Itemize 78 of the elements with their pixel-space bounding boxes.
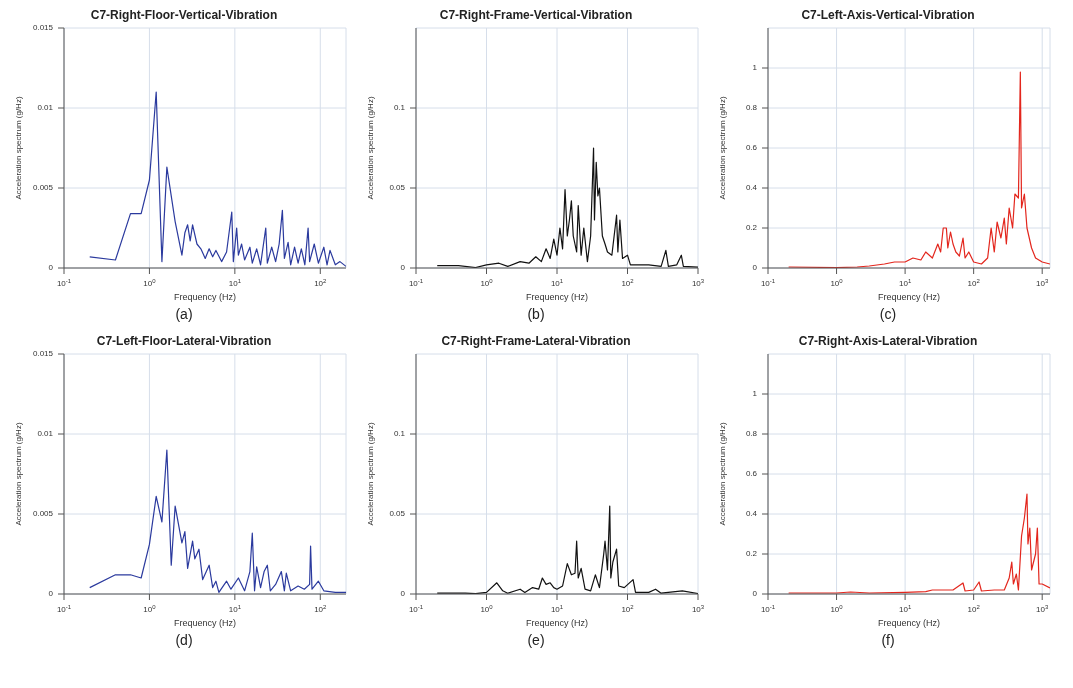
y-tick-label: 0.01 [37, 103, 54, 113]
y-tick-label: 0 [752, 589, 758, 599]
x-axis-title: Frequency (Hz) [877, 618, 941, 628]
y-tick-label: 1 [752, 63, 758, 73]
x-tick-label: 10$^{0}$ [143, 277, 157, 289]
y-tick-label: 0.4 [745, 509, 758, 519]
x-tick-label: 10$^{0}$ [480, 277, 494, 289]
chart-title: C7-Right-Frame-Lateral-Vibration [440, 334, 632, 350]
x-tick-label: 10$^{3}$ [691, 277, 705, 289]
x-tick-label: 10$^{3}$ [1036, 277, 1049, 289]
y-tick-label: 0.1 [393, 429, 406, 439]
y-tick-label: 0.2 [745, 549, 758, 559]
y-tick-label: 0.05 [389, 509, 406, 519]
text: (b) [526, 306, 546, 324]
x-tick-label: 10$^{0}$ [480, 603, 494, 615]
x-tick-label: 10$^{-1}$ [408, 603, 424, 615]
x-tick-label: 10$^{1}$ [550, 603, 564, 615]
x-tick-label: 10$^{1}$ [898, 603, 912, 615]
x-tick-label: 10$^{1}$ [228, 277, 242, 289]
y-tick-label: 0.01 [37, 429, 54, 439]
y-tick-label: 0.005 [32, 509, 54, 519]
y-tick-label: 0.6 [745, 143, 758, 153]
x-axis-title: Frequency (Hz) [525, 618, 589, 628]
y-tick-label: 0 [400, 263, 406, 273]
y-tick-label: 0.005 [32, 183, 54, 193]
y-tick-label: 0.4 [745, 183, 758, 193]
y-tick-label: 0.015 [32, 23, 54, 33]
x-tick-label: 10$^{1}$ [898, 277, 912, 289]
chart-title: C7-Left-Axis-Vertical-Vibration [800, 8, 976, 24]
x-tick-label: 10$^{0}$ [830, 603, 844, 615]
x-tick-label: 10$^{-1}$ [56, 603, 72, 615]
chart-title: C7-Right-Axis-Lateral-Vibration [797, 334, 979, 350]
chart-title: C7-Left-Floor-Lateral-Vibration [95, 334, 273, 350]
text: (c) [878, 306, 898, 324]
x-tick-label: 10$^{1}$ [228, 603, 242, 615]
x-tick-label: 10$^{2}$ [967, 603, 981, 615]
y-tick-label: 0 [400, 589, 406, 599]
x-tick-label: 10$^{2}$ [967, 277, 981, 289]
x-tick-label: 10$^{0}$ [143, 603, 157, 615]
x-tick-label: 10$^{2}$ [621, 603, 635, 615]
x-axis-title: Frequency (Hz) [173, 292, 237, 302]
x-tick-label: 10$^{-1}$ [408, 277, 424, 289]
x-tick-label: 10$^{0}$ [830, 277, 844, 289]
x-tick-label: 10$^{-1}$ [56, 277, 72, 289]
y-tick-label: 0.2 [745, 223, 758, 233]
x-axis-title: Frequency (Hz) [525, 292, 589, 302]
text: (f) [880, 632, 896, 650]
y-axis-title: Acceleration spectrum (g/Hz) [13, 96, 23, 200]
x-tick-label: 10$^{1}$ [550, 277, 564, 289]
x-tick-label: 10$^{-1}$ [760, 277, 776, 289]
chart-title: C7-Right-Frame-Vertical-Vibration [438, 8, 634, 24]
y-axis-title: Acceleration spectrum (g/Hz) [717, 96, 727, 200]
y-axis-title: Acceleration spectrum (g/Hz) [13, 422, 23, 526]
y-tick-label: 0.6 [745, 469, 758, 479]
y-axis-title: Acceleration spectrum (g/Hz) [365, 96, 375, 200]
y-tick-label: 0 [752, 263, 758, 273]
x-axis-title: Frequency (Hz) [877, 292, 941, 302]
y-tick-label: 0.8 [745, 103, 758, 113]
chart-title: C7-Right-Floor-Vertical-Vibration [89, 8, 279, 24]
text: (a) [174, 306, 194, 324]
y-tick-label: 0 [48, 589, 54, 599]
y-tick-label: 0.015 [32, 349, 54, 359]
x-tick-label: 10$^{-1}$ [760, 603, 776, 615]
x-tick-label: 10$^{2}$ [314, 603, 328, 615]
y-tick-label: 1 [752, 389, 758, 399]
x-tick-label: 10$^{2}$ [621, 277, 635, 289]
x-tick-label: 10$^{3}$ [1036, 603, 1049, 615]
y-tick-label: 0 [48, 263, 54, 273]
y-tick-label: 0.05 [389, 183, 406, 193]
y-axis-title: Acceleration spectrum (g/Hz) [365, 422, 375, 526]
y-axis-title: Acceleration spectrum (g/Hz) [717, 422, 727, 526]
y-tick-label: 0.8 [745, 429, 758, 439]
y-tick-label: 0.1 [393, 103, 406, 113]
text: (d) [174, 632, 194, 650]
x-axis-title: Frequency (Hz) [173, 618, 237, 628]
text: (e) [526, 632, 546, 650]
x-tick-label: 10$^{3}$ [691, 603, 705, 615]
x-tick-label: 10$^{2}$ [314, 277, 328, 289]
